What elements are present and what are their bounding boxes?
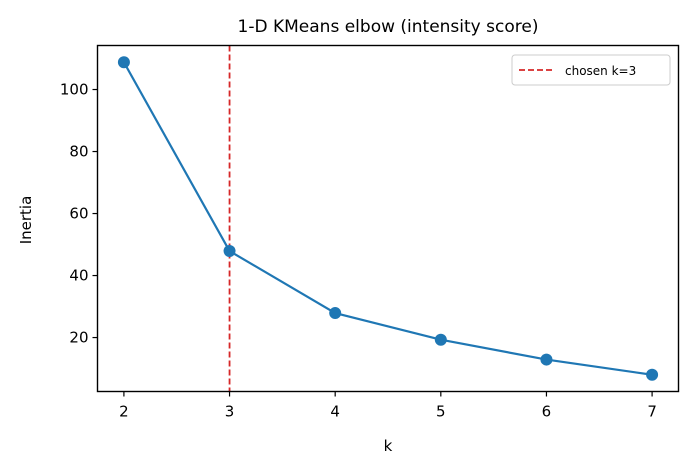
y-tick-label: 40 [69, 267, 88, 285]
x-tick-label: 6 [542, 403, 552, 421]
data-point [540, 353, 553, 366]
x-axis: 2 3 4 5 6 7 [119, 391, 657, 421]
legend-box [511, 54, 671, 86]
legend: chosen k=3 [511, 54, 671, 86]
axes-frame [96, 44, 680, 393]
data-point [223, 245, 236, 258]
inertia-line [122, 61, 653, 376]
y-tick-label: 60 [69, 205, 88, 223]
x-tick-label: 7 [647, 403, 657, 421]
y-axis: 20 40 60 80 100 [60, 81, 98, 347]
y-tick-label: 20 [69, 329, 88, 347]
x-tick-label: 4 [330, 403, 340, 421]
legend-label: chosen k=3 [565, 64, 636, 78]
y-tick-label: 80 [69, 143, 88, 161]
data-point [646, 368, 659, 381]
y-tick-label: 100 [60, 81, 89, 99]
x-axis-label: k [384, 437, 393, 455]
x-tick-label: 5 [436, 403, 446, 421]
x-tick-label: 3 [225, 403, 235, 421]
chart-title: 1-D KMeans elbow (intensity score) [238, 17, 539, 37]
y-axis-label: Inertia [17, 196, 35, 245]
data-point [329, 307, 342, 320]
x-tick-label: 2 [119, 403, 129, 421]
data-point [434, 333, 447, 346]
plot-area [117, 45, 659, 392]
data-point [117, 56, 130, 69]
